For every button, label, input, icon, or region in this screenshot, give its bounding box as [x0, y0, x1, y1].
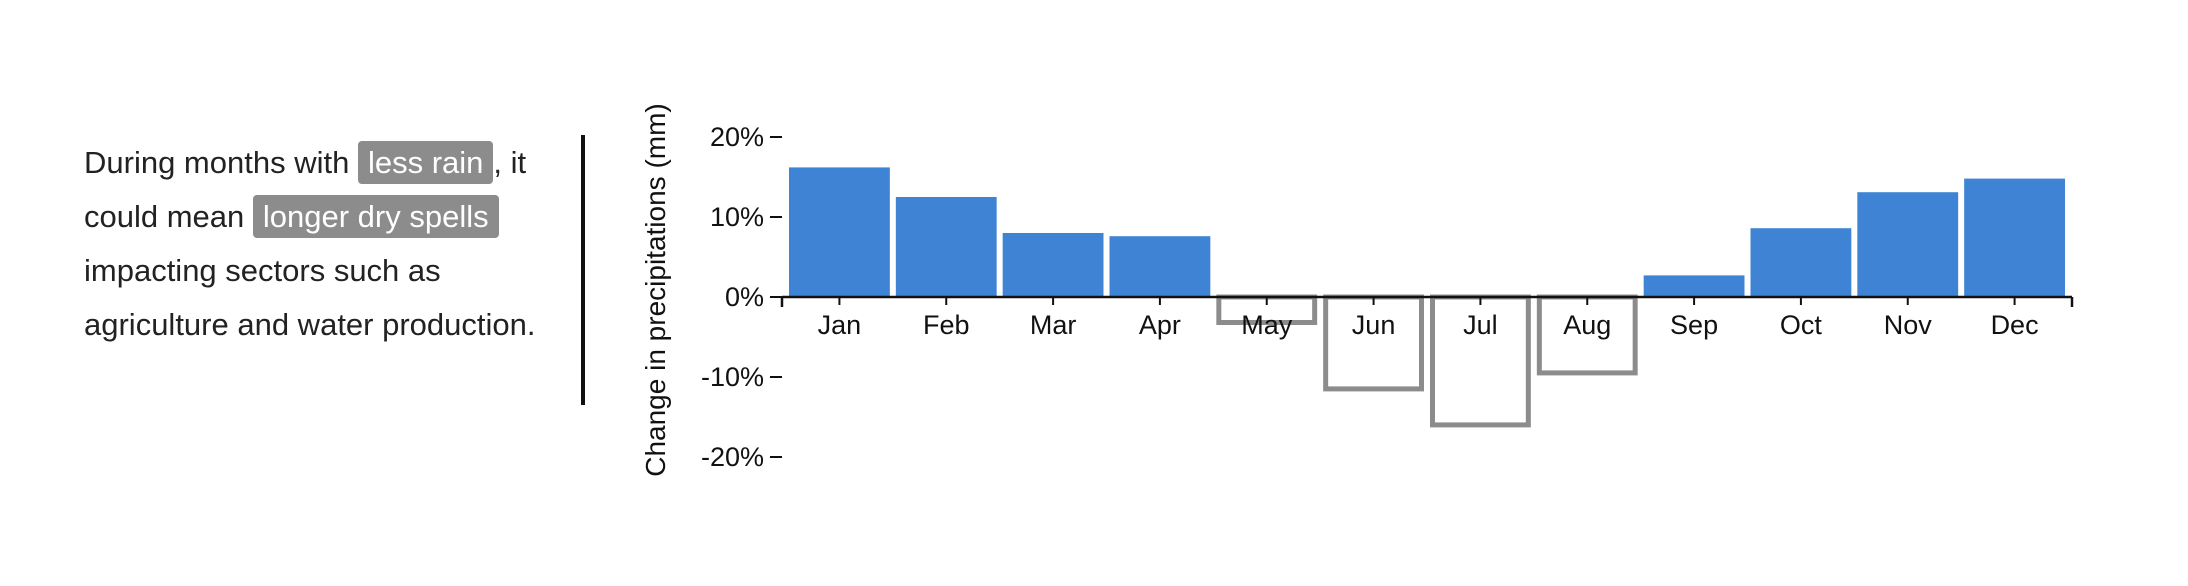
- y-tick-label-0: 20%: [710, 122, 764, 152]
- highlight-longer-dry-spells: longer dry spells: [252, 195, 499, 238]
- caption-text-end: impacting sectors such as agriculture an…: [84, 253, 536, 342]
- y-tick-label-2: 0%: [725, 282, 764, 312]
- x-tick-label-jun: Jun: [1352, 310, 1396, 340]
- x-tick-label-nov: Nov: [1884, 310, 1933, 340]
- y-tick-label-4: -20%: [701, 442, 764, 472]
- bar-jan: [789, 167, 890, 297]
- caption-text-start: During months with: [84, 145, 358, 180]
- bar-dec: [1964, 178, 2065, 297]
- axes-layer: Jan Feb Mar Apr May Jun Jul Aug Sep Oct Nov Dec 20% 1…: [701, 122, 2074, 472]
- bar-mar: [1002, 233, 1104, 297]
- vertical-divider: [581, 135, 585, 405]
- bar-apr: [1109, 236, 1211, 297]
- x-tick-label-jan: Jan: [818, 310, 862, 340]
- x-tick-label-mar: Mar: [1030, 310, 1077, 340]
- highlight-less-rain: less rain: [357, 141, 494, 184]
- x-tick-label-sep: Sep: [1670, 310, 1718, 340]
- bar-feb: [895, 197, 997, 297]
- x-tick-label-aug: Aug: [1563, 310, 1611, 340]
- x-tick-label-dec: Dec: [1991, 310, 2039, 340]
- y-tick-label-1: 10%: [710, 202, 764, 232]
- y-tick-label-3: -10%: [701, 362, 764, 392]
- y-axis-label: Change in precipitations (mm): [640, 103, 671, 477]
- bar-nov: [1857, 192, 1959, 297]
- bar-oct: [1750, 228, 1852, 297]
- x-tick-label-feb: Feb: [923, 310, 970, 340]
- caption-text-middle: , it could mean: [84, 145, 527, 234]
- precipitation-bar-chart: Jan Feb Mar Apr May Jun Jul Aug Sep Oct Nov Dec 20% 1…: [640, 103, 2074, 477]
- bar-sep: [1643, 275, 1745, 297]
- caption-text: During months with less rain, it could m…: [84, 136, 554, 352]
- x-tick-label-oct: Oct: [1780, 310, 1823, 340]
- x-tick-label-may: May: [1241, 310, 1293, 340]
- x-tick-label-apr: Apr: [1139, 310, 1181, 340]
- x-tick-label-jul: Jul: [1463, 310, 1498, 340]
